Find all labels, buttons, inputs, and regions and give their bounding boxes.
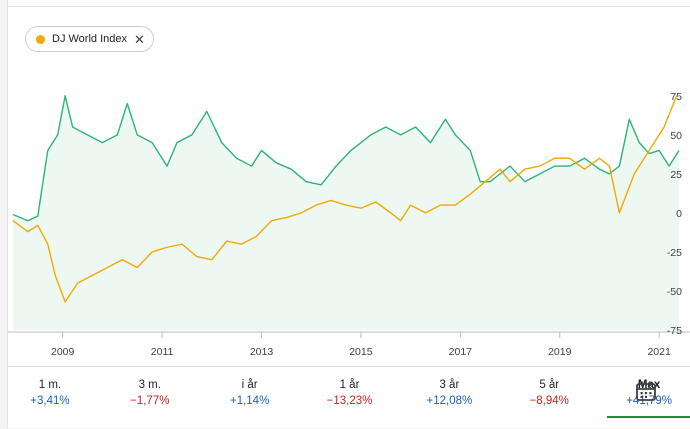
- tab-3-år[interactable]: 3 år +12,08%: [407, 367, 491, 429]
- chart-card: DJ World Index ✕ 2009 2011 2013 2015 2017 201…: [7, 0, 690, 428]
- tab-1-år[interactable]: 1 år −13,23%: [308, 367, 392, 429]
- x-tick-label-2009: 2009: [51, 346, 75, 358]
- y-tick-label-50: 50: [670, 130, 682, 142]
- fund-area: [12, 95, 680, 330]
- tab-label: 3 år: [439, 379, 460, 391]
- tab-change-value: +3,41%: [30, 395, 70, 407]
- tab-change-value: +12,08%: [426, 395, 473, 407]
- period-tabs: 1 m. +3,41% 3 m. −1,77% i år +1,14% 1 år −13,23…: [8, 366, 690, 429]
- y-tick-label--25: -25: [667, 247, 682, 259]
- y-tick-label--50: -50: [667, 286, 682, 298]
- calendar-icon[interactable]: [634, 379, 658, 403]
- tab-change-value: +1,14%: [229, 395, 270, 407]
- tab-change-value: −1,77%: [130, 395, 170, 407]
- tab-label: 1 m.: [38, 379, 62, 391]
- tab-label: i år: [241, 379, 258, 391]
- chip-label: DJ World Index: [52, 33, 127, 45]
- x-tick-label-2013: 2013: [250, 346, 274, 358]
- tab-label: 5 år: [539, 379, 560, 391]
- performance-chart: 2009 2011 2013 2015 2017 2019 2021 75 50 25 0 -25 -5…: [8, 91, 690, 358]
- dj-world-index-chip[interactable]: DJ World Index ✕: [25, 26, 154, 52]
- x-tick-label-2017: 2017: [449, 346, 473, 358]
- tab-change-value: −8,94%: [529, 395, 569, 407]
- x-tick-label-2019: 2019: [548, 346, 572, 358]
- series-line-dj-world-index: [12, 95, 678, 303]
- close-icon[interactable]: ✕: [134, 31, 145, 47]
- legend-dot-icon: [36, 34, 45, 44]
- tab-3-m[interactable]: 3 m. −1,77%: [108, 367, 192, 429]
- tab-label: 1 år: [339, 379, 360, 391]
- tab-i-år[interactable]: i år +1,14%: [208, 367, 292, 429]
- tab-1-m[interactable]: 1 m. +3,41%: [8, 367, 92, 429]
- y-tick-label-25: 25: [670, 169, 682, 181]
- tab-change-value: −13,23%: [326, 395, 373, 407]
- y-tick-label-0: 0: [676, 208, 682, 220]
- y-tick-label--75: -75: [667, 325, 682, 337]
- x-tick-label-2021: 2021: [647, 346, 671, 358]
- top-divider: [8, 6, 690, 7]
- tab-5-år[interactable]: 5 år −8,94%: [507, 367, 591, 429]
- tab-label: 3 m.: [138, 379, 161, 391]
- series-line-fund: [12, 95, 680, 222]
- active-tab-underline: [607, 416, 690, 418]
- x-tick-label-2015: 2015: [349, 346, 373, 358]
- y-tick-label-75: 75: [670, 91, 682, 103]
- x-tick-label-2011: 2011: [151, 346, 174, 358]
